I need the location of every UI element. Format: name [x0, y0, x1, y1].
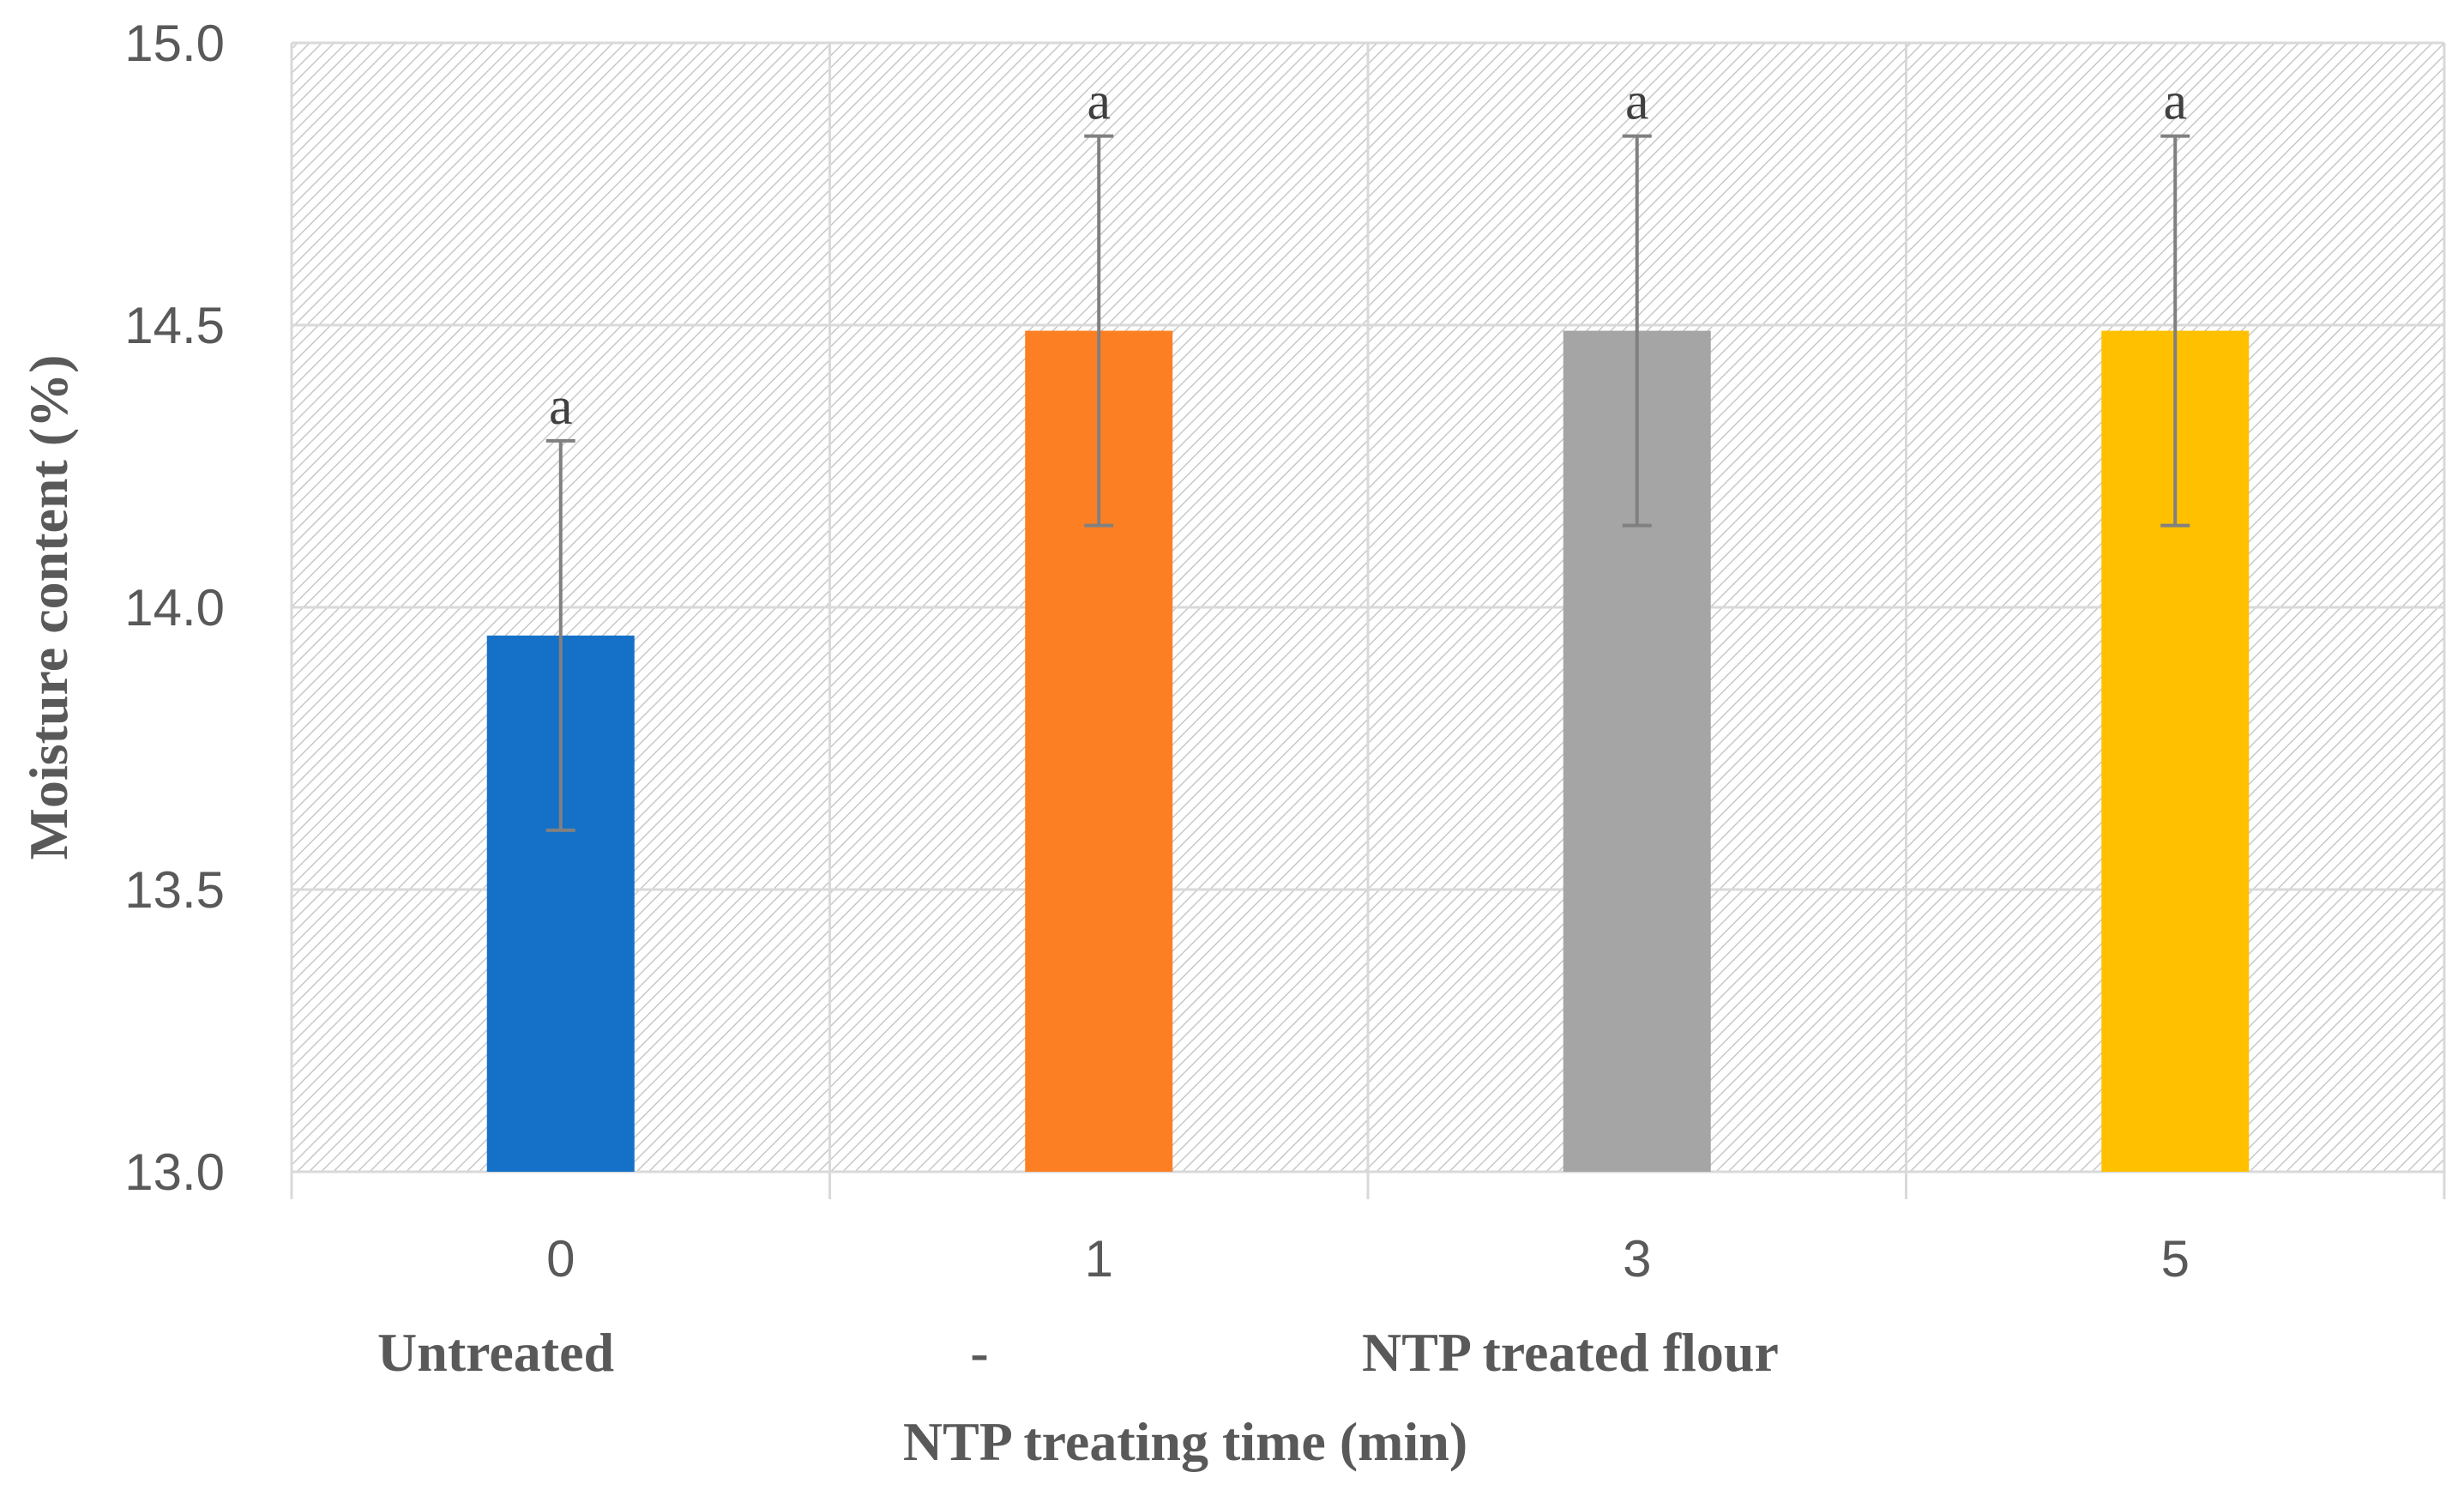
gridlines: [290, 41, 2446, 1199]
y-tick-label: 14.0: [124, 579, 225, 636]
significance-label-0: a: [549, 377, 573, 436]
x-axis-ticks: 0 1 3 5: [546, 1230, 2190, 1288]
y-axis-label: Moisture content (%): [18, 355, 79, 860]
x-axis-label: NTP treating time (min): [903, 1411, 1467, 1472]
error-bars: [545, 134, 2190, 832]
x-tick-label: 1: [1085, 1230, 1113, 1288]
error-bar-1: [1084, 134, 1114, 528]
x-tick-label: 5: [2161, 1230, 2190, 1288]
significance-labels: a a a a: [549, 73, 2187, 436]
significance-label-3: a: [1625, 73, 1649, 131]
error-bar-0: [545, 438, 575, 832]
group-label-dash: -: [970, 1322, 988, 1383]
significance-label-1: a: [1087, 73, 1111, 131]
y-tick-label: 13.5: [124, 861, 225, 919]
x-tick-label: 0: [546, 1230, 575, 1288]
error-bar-3: [1622, 134, 1652, 528]
y-tick-label: 15.0: [124, 15, 225, 72]
bars: [486, 330, 2250, 1173]
error-bar-5: [2160, 134, 2190, 528]
x-tick-label: 3: [1623, 1230, 1651, 1288]
y-axis-ticks: 13.0 13.5 14.0 14.5 15.0: [124, 15, 225, 1201]
group-label-treated: NTP treated flour: [1362, 1322, 1779, 1383]
group-label-untreated: Untreated: [377, 1322, 614, 1383]
y-tick-label: 14.5: [124, 297, 225, 354]
significance-label-5: a: [2163, 73, 2187, 131]
y-tick-label: 13.0: [124, 1143, 225, 1201]
